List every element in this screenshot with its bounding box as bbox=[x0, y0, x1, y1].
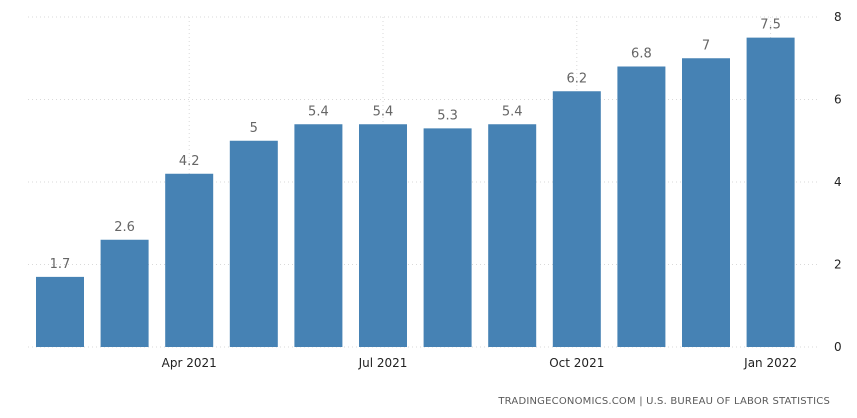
data-label: 5 bbox=[250, 121, 258, 136]
bars bbox=[36, 37, 795, 347]
source-attribution: TRADINGECONOMICS.COM | U.S. BUREAU OF LA… bbox=[497, 396, 830, 407]
data-labels: 1.7 2.6 4.2 5 5.4 5.4 5.3 5.4 6.2 6.8 7 7.5 bbox=[50, 18, 781, 272]
x-tick-label: Jan 2022 bbox=[743, 356, 797, 370]
x-tick-label: Jul 2021 bbox=[358, 356, 408, 370]
data-label: 5.4 bbox=[373, 104, 394, 119]
bar bbox=[617, 66, 666, 347]
data-label: 4.2 bbox=[179, 154, 200, 169]
data-label: 6.8 bbox=[631, 47, 652, 62]
bar bbox=[423, 128, 472, 347]
bar bbox=[552, 91, 601, 347]
bar bbox=[294, 124, 343, 347]
data-label: 6.2 bbox=[566, 71, 587, 86]
x-tick-label: Apr 2021 bbox=[162, 356, 217, 370]
data-label: 5.4 bbox=[308, 104, 329, 119]
bar bbox=[359, 124, 407, 347]
y-axis-ticks: 0 2 4 6 8 bbox=[834, 10, 842, 354]
data-label: 2.6 bbox=[114, 220, 135, 235]
data-label: 1.7 bbox=[50, 257, 71, 272]
bar bbox=[165, 173, 214, 347]
data-label: 5.3 bbox=[437, 108, 458, 123]
bar bbox=[100, 239, 149, 347]
bar bbox=[36, 276, 84, 347]
data-label: 7.5 bbox=[760, 18, 781, 33]
bar bbox=[746, 37, 795, 347]
y-tick-label: 8 bbox=[834, 10, 842, 24]
x-tick-label: Oct 2021 bbox=[549, 356, 604, 370]
x-axis-ticks: Apr 2021 Jul 2021 Oct 2021 Jan 2022 bbox=[162, 356, 797, 370]
bar bbox=[682, 58, 730, 347]
y-tick-label: 0 bbox=[834, 340, 842, 354]
data-label: 5.4 bbox=[502, 104, 523, 119]
y-tick-label: 4 bbox=[834, 175, 842, 189]
bar bbox=[229, 140, 278, 347]
bar bbox=[488, 124, 537, 347]
data-label: 7 bbox=[702, 38, 710, 53]
y-tick-label: 6 bbox=[834, 93, 842, 107]
y-tick-label: 2 bbox=[834, 258, 842, 272]
